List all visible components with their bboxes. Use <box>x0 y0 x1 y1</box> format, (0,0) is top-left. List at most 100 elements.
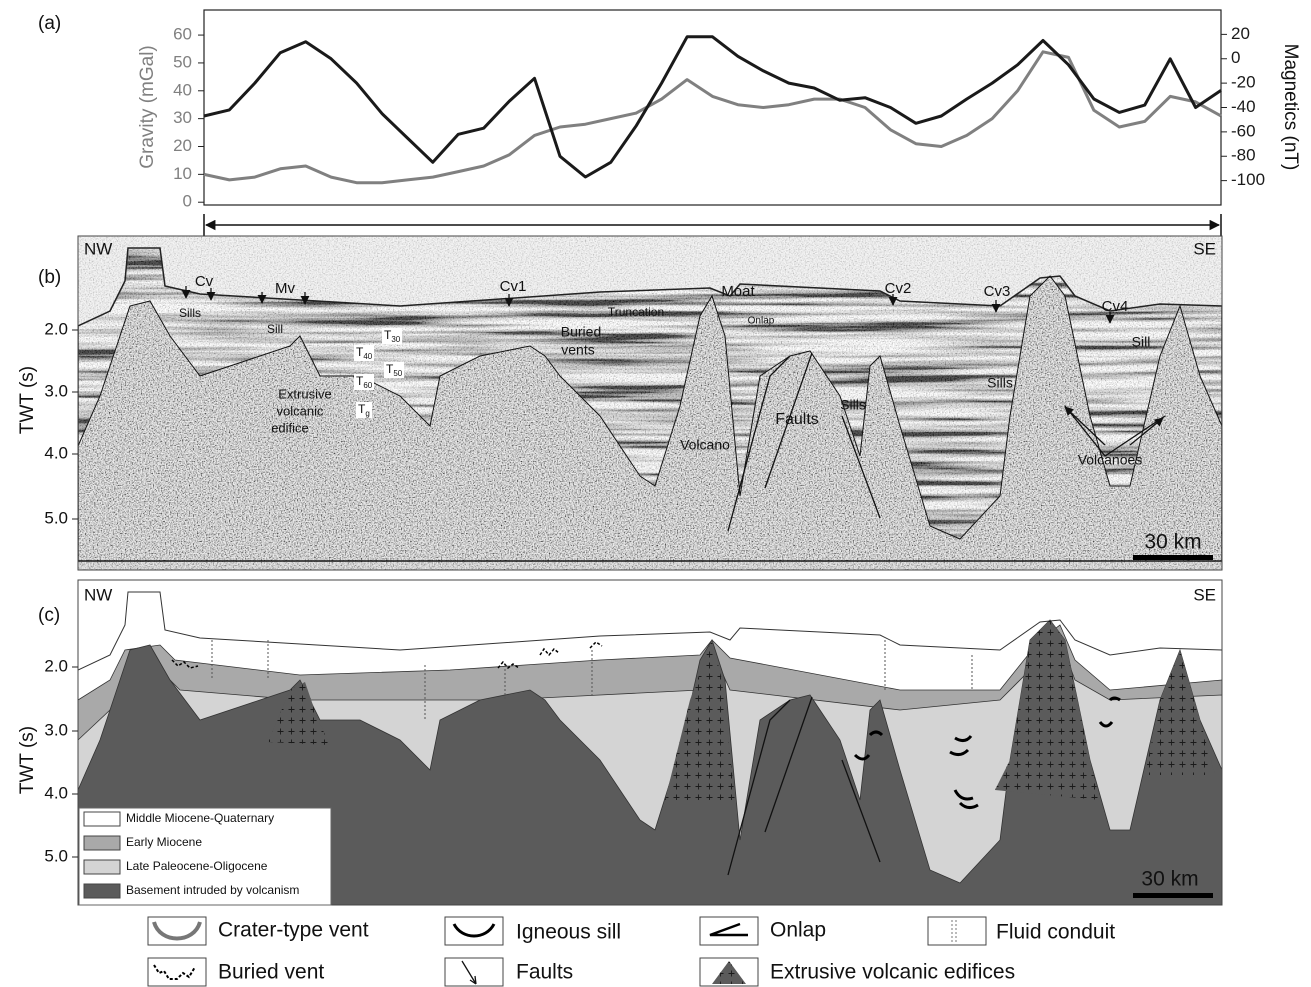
direction-label: SE <box>1193 585 1216 604</box>
y2-tick-label: 0 <box>1231 48 1240 67</box>
scale-label: 30 km <box>1141 868 1198 891</box>
y-tick-label: 4.0 <box>44 783 68 802</box>
direction-label: NW <box>84 239 112 258</box>
horizon-label: Tg <box>358 402 370 418</box>
annotation: Truncation <box>608 305 664 319</box>
annotation: Onlap <box>748 316 775 327</box>
annotation: volcanic <box>277 403 324 418</box>
legend-label: Fluid conduit <box>996 921 1115 944</box>
panel-label: (a) <box>38 13 61 34</box>
annotation: Moat <box>721 283 755 300</box>
interpretation <box>78 591 1222 905</box>
scale-label: 30 km <box>1144 531 1201 554</box>
y-tick-label: 3.0 <box>44 381 68 400</box>
annotation: Mv <box>275 280 295 297</box>
y-ticks <box>72 329 78 520</box>
direction-label: NW <box>84 585 112 604</box>
y-axis-title: TWT (s) <box>17 366 38 434</box>
legend-label: Crater-type vent <box>218 919 369 942</box>
panel-b: NW SE (b) TWT (s) 2.0 3.0 4.0 5.0 Cv Mv … <box>17 235 1223 571</box>
panel-label: (b) <box>38 267 61 288</box>
annotation: Sills <box>840 397 866 413</box>
y-tick-label: 60 <box>173 25 192 44</box>
y-tick-label: 20 <box>173 136 192 155</box>
series-line <box>203 35 1222 179</box>
y-tick-label: 0 <box>183 192 192 211</box>
y2-axis-title: Magnetics (nT) <box>1280 44 1301 171</box>
direction-label: SE <box>1193 239 1216 258</box>
annotation: Cv1 <box>500 278 527 295</box>
annotation: Cv <box>195 273 214 290</box>
y-tick-label: 30 <box>173 108 192 127</box>
y-tick-label: 50 <box>173 52 192 71</box>
annotation: Faults <box>775 411 819 428</box>
legend-label: Faults <box>516 961 573 984</box>
legend-label: Early Miocene <box>126 835 202 849</box>
annotation: Volcanoes <box>1078 452 1143 468</box>
legend-label: Igneous sill <box>516 921 621 944</box>
horizon-base: T <box>358 402 366 416</box>
horizon-sub: 60 <box>363 381 372 390</box>
legend-label: Middle Miocene-Quaternary <box>126 811 274 825</box>
seismic-image <box>78 236 1222 570</box>
y-axis-title: Gravity (mGal) <box>137 45 158 169</box>
y-tick-label: 2.0 <box>44 656 68 675</box>
horizon-labels: T30 T40 T50 T60 Tg <box>354 328 404 418</box>
y-tick-label: 2.0 <box>44 319 68 338</box>
annotation: Cv3 <box>984 283 1011 300</box>
y2-tick-label: -80 <box>1231 146 1256 165</box>
y-tick-label: 10 <box>173 164 192 183</box>
horizon-base: T <box>356 345 364 359</box>
y2-tick-label: 20 <box>1231 24 1250 43</box>
panel-a: (a) Gravity (mGal) Magnetics (nT) 0 10 20 3… <box>38 9 1301 236</box>
y-tick-label: 5.0 <box>44 508 68 527</box>
legend-label: Basement intruded by volcanism <box>126 883 299 897</box>
horizon-sub: 50 <box>393 369 402 378</box>
horizon-label: T40 <box>356 345 373 361</box>
y-tick-label: 3.0 <box>44 720 68 739</box>
y2-tick-label: -100 <box>1231 170 1265 189</box>
y-tick-label: 5.0 <box>44 846 68 865</box>
horizon-label: T60 <box>356 374 373 390</box>
vent-arrows <box>181 286 1164 446</box>
horizon-sub: 30 <box>391 335 400 344</box>
annotation: vents <box>561 342 594 358</box>
legend-label: Extrusive volcanic edifices <box>770 961 1015 984</box>
panel-label: (c) <box>38 605 60 626</box>
annotation: Sill <box>267 322 283 336</box>
annotation: Buried <box>561 324 601 340</box>
horizon-sub: g <box>365 409 369 418</box>
annotation: Sills <box>179 306 201 320</box>
series-line <box>203 50 1222 185</box>
y-tick-label: 4.0 <box>44 443 68 462</box>
y2-tick-label: -40 <box>1231 97 1256 116</box>
symbol-legend: Crater-type vent Igneous sill Onlap Flui… <box>147 916 1115 987</box>
scale-bar <box>1133 893 1213 898</box>
unit-legend: Middle Miocene-Quaternary Early Miocene … <box>78 807 332 906</box>
legend-label: Onlap <box>770 919 826 942</box>
legend-label: Buried vent <box>218 961 324 984</box>
annotation: Cv4 <box>1102 298 1129 315</box>
panel-frame <box>77 235 1223 571</box>
annotation: Extrusive <box>278 386 331 401</box>
annotation: Volcano <box>680 437 730 453</box>
annotation: edifice <box>271 420 309 435</box>
annotation: Cv2 <box>885 280 912 297</box>
horizon-label: T30 <box>384 328 401 344</box>
annotation: Sills <box>987 375 1013 391</box>
y2-tick-label: -20 <box>1231 73 1256 92</box>
plot-frame <box>203 9 1222 206</box>
legend-label: Late Paleocene-Oligocene <box>126 859 268 873</box>
horizon-base: T <box>386 362 394 376</box>
panel-c: NW SE (c) TWT (s) 2.0 3.0 4.0 5.0 Middle… <box>17 579 1223 906</box>
y-tick-label: 40 <box>173 80 192 99</box>
horizon-base: T <box>384 328 392 342</box>
horizon-sub: 40 <box>363 352 372 361</box>
y-axis-title: TWT (s) <box>17 726 38 794</box>
scale-bar <box>1133 555 1213 560</box>
panel-frame <box>77 579 1223 906</box>
y-ticks <box>72 666 78 858</box>
y2-tick-label: -60 <box>1231 121 1256 140</box>
